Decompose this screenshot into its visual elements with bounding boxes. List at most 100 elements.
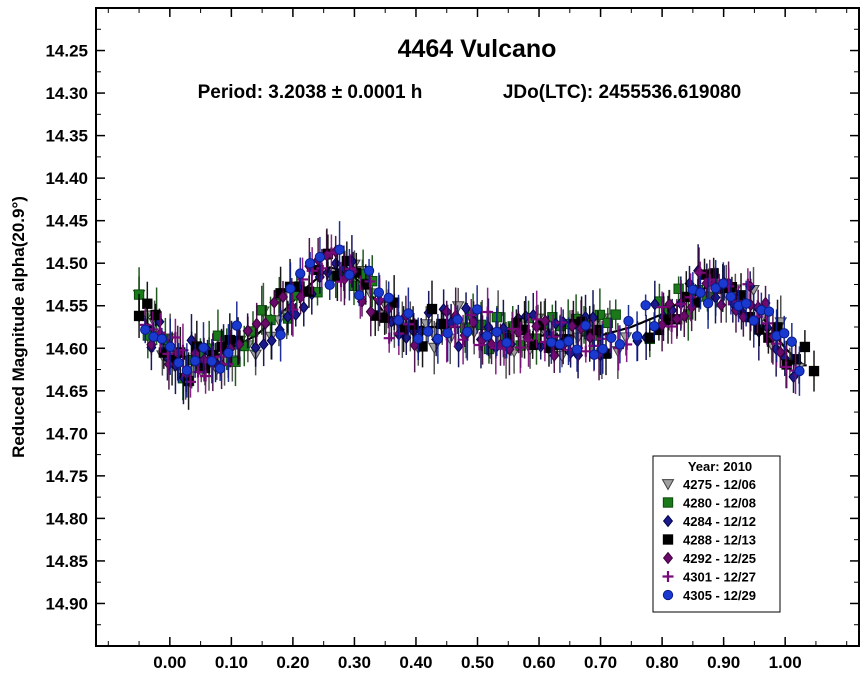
legend-marker — [662, 551, 674, 565]
legend-marker — [662, 534, 674, 545]
data-point — [775, 345, 786, 359]
data-point — [649, 320, 660, 332]
data-point — [486, 338, 497, 351]
data-point — [610, 309, 621, 320]
data-point — [383, 292, 394, 304]
data-point — [799, 341, 811, 353]
data-point — [146, 338, 157, 351]
data-point — [710, 282, 721, 294]
data-point — [277, 290, 289, 304]
y-tick-label: 14.45 — [45, 212, 88, 231]
legend-marker — [662, 589, 674, 601]
data-point — [506, 323, 518, 335]
data-point — [260, 317, 271, 330]
data-point — [413, 333, 424, 344]
data-point — [148, 331, 159, 343]
legend-label: 4292 - 12/25 — [683, 551, 756, 566]
data-point — [442, 327, 453, 339]
data-point — [597, 343, 608, 355]
y-tick-label: 14.35 — [45, 127, 88, 146]
y-tick-label: 14.80 — [45, 509, 88, 528]
legend-label: 4288 - 12/13 — [683, 533, 756, 548]
data-point — [403, 308, 414, 319]
y-tick-label: 14.25 — [45, 42, 88, 61]
data-point — [462, 326, 473, 337]
data-point — [644, 332, 655, 343]
data-point — [214, 363, 226, 374]
data-point — [181, 365, 193, 376]
legend-label: 4280 - 12/08 — [683, 496, 756, 511]
data-point — [763, 306, 775, 317]
data-point — [163, 357, 174, 371]
y-tick-label: 14.85 — [45, 552, 88, 571]
data-point — [702, 297, 714, 309]
data-point — [325, 247, 337, 259]
data-point — [675, 298, 687, 310]
data-point — [754, 324, 765, 335]
data-point — [718, 278, 729, 289]
data-point — [142, 298, 153, 309]
data-point — [794, 365, 805, 377]
data-point — [192, 366, 204, 378]
data-point — [314, 251, 326, 263]
y-tick-label: 14.40 — [45, 169, 88, 188]
y-tick-label: 14.75 — [45, 467, 88, 486]
data-point — [666, 320, 678, 332]
data-point — [250, 341, 261, 354]
data-point — [481, 330, 493, 342]
data-point — [571, 344, 583, 355]
data-point — [422, 326, 434, 337]
data-point — [432, 333, 444, 345]
data-point — [491, 326, 502, 338]
legend: Year: 2010 4275 - 12/06 4280 - 12/08 4284 … — [652, 455, 781, 613]
legend-label: 4275 - 12/06 — [683, 477, 756, 492]
y-tick-label: 14.30 — [45, 84, 88, 103]
data-point — [748, 315, 759, 326]
x-tick-label: 0.70 — [584, 653, 617, 672]
data-point — [335, 276, 347, 288]
data-point — [631, 331, 643, 342]
legend-marker — [662, 497, 674, 508]
data-point — [580, 345, 592, 357]
x-tick-label: 0.20 — [276, 653, 309, 672]
data-point — [383, 332, 395, 344]
period-subtitle: Period: 3.2038 ± 0.0001 h — [198, 82, 423, 103]
x-tick-label: 1.00 — [769, 653, 802, 672]
data-point — [686, 300, 697, 314]
data-point — [398, 323, 409, 335]
y-tick-label: 14.90 — [45, 594, 88, 613]
series-group — [139, 234, 802, 398]
data-point — [393, 315, 404, 326]
data-point — [189, 355, 201, 367]
data-point — [165, 341, 176, 352]
data-point — [585, 331, 596, 344]
data-point — [354, 290, 365, 301]
data-point — [344, 269, 355, 280]
data-point — [186, 334, 197, 347]
data-point — [251, 317, 262, 331]
legend-label: 4284 - 12/12 — [683, 514, 756, 529]
data-point — [206, 355, 217, 367]
data-point — [452, 314, 463, 325]
data-point — [258, 338, 269, 351]
data-point — [269, 296, 280, 309]
data-point — [316, 262, 328, 274]
data-point — [580, 320, 591, 331]
data-points — [132, 221, 820, 410]
data-point — [602, 317, 613, 329]
data-point — [198, 342, 209, 353]
data-point — [334, 244, 345, 255]
legend-label: 4301 - 12/27 — [683, 570, 756, 585]
data-point — [716, 298, 727, 312]
data-point — [471, 304, 483, 315]
data-point — [531, 313, 543, 325]
data-point — [640, 300, 651, 311]
data-point — [295, 268, 306, 279]
data-point — [589, 349, 600, 360]
data-point — [779, 328, 790, 339]
data-point — [364, 275, 376, 287]
x-tick-label: 0.80 — [646, 653, 679, 672]
data-point — [623, 315, 634, 327]
y-tick-label: 14.60 — [45, 339, 88, 358]
